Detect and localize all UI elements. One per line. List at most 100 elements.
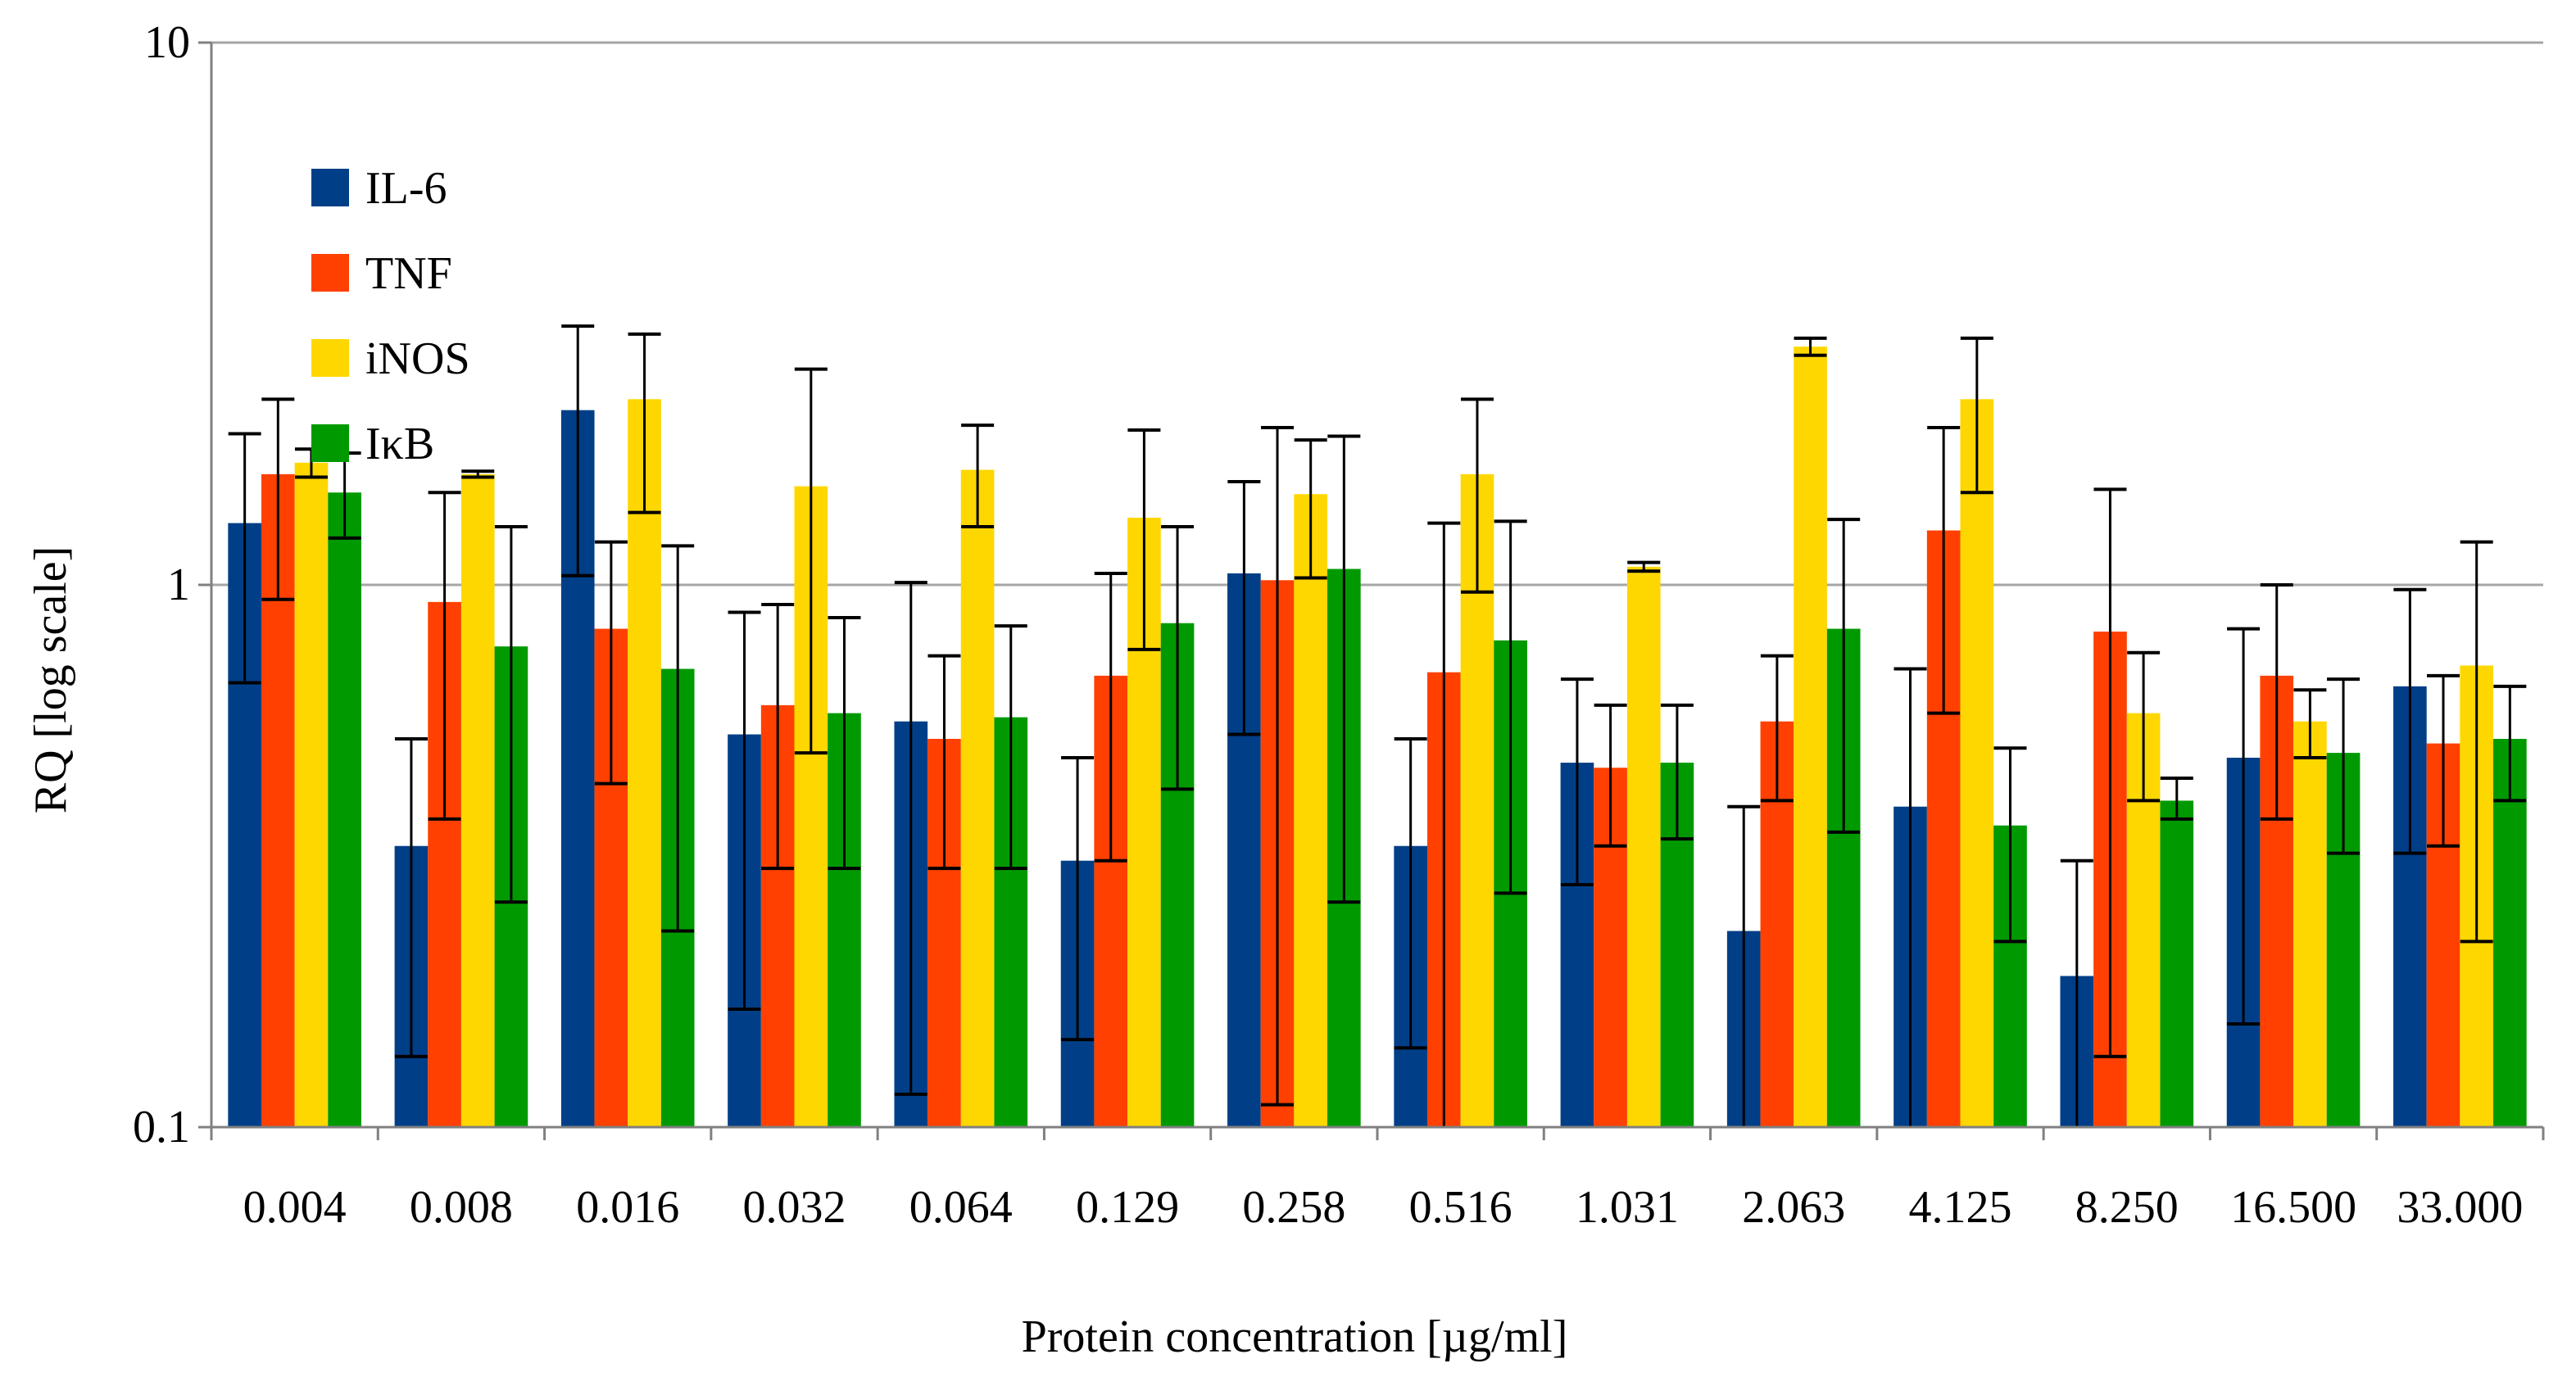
- error-bars: [228, 324, 2527, 1127]
- error-bar-ib-0.064: [994, 624, 1027, 871]
- error-bar-inos-16.500: [2293, 688, 2327, 760]
- x-tick-label-4.125: 4.125: [1909, 1182, 2012, 1233]
- x-tick-label-0.016: 0.016: [576, 1182, 679, 1233]
- x-tick-label-0.516: 0.516: [1409, 1182, 1512, 1233]
- error-bar-ib-1.031: [1660, 703, 1694, 841]
- error-bar-inos-0.016: [628, 332, 661, 514]
- legend-swatch-il6: [311, 169, 349, 206]
- bar-ib-0.004: [328, 492, 361, 1127]
- x-tick-label-1.031: 1.031: [1576, 1182, 1679, 1233]
- error-bar-ib-0.008: [494, 525, 528, 904]
- legend-swatch-ikb: [311, 424, 349, 462]
- error-bar-inos-0.129: [1127, 428, 1161, 651]
- bar-inos-4.125: [1960, 399, 1994, 1128]
- error-bar-inos-2.063: [1794, 336, 1827, 357]
- bar-inos-0.258: [1294, 494, 1328, 1127]
- y-tick-label-1: 1: [167, 559, 190, 610]
- error-bar-tnf-4.125: [1927, 425, 1961, 715]
- bar-inos-0.004: [294, 462, 329, 1127]
- error-bar-il6-0.016: [561, 324, 595, 578]
- legend-label-ikb: IκB: [365, 419, 434, 469]
- y-tick-label-0.1: 0.1: [133, 1102, 190, 1153]
- x-tick-label-0.004: 0.004: [243, 1182, 347, 1233]
- error-bar-tnf-0.032: [761, 602, 795, 871]
- error-bar-tnf-2.063: [1760, 654, 1794, 803]
- error-bar-tnf-0.004: [261, 397, 295, 601]
- error-bar-inos-0.008: [461, 469, 495, 479]
- x-tick-label-0.258: 0.258: [1242, 1182, 1345, 1233]
- bar-ib-8.250: [2160, 800, 2194, 1127]
- x-tick-label-33.000: 33.000: [2397, 1182, 2523, 1233]
- y-axis-title: RQ [log scale]: [25, 546, 76, 814]
- axes: [198, 41, 2545, 1140]
- error-bar-tnf-0.258: [1261, 425, 1295, 1107]
- error-bar-inos-33.000: [2460, 540, 2493, 944]
- x-tick-label-16.500: 16.500: [2230, 1182, 2356, 1233]
- error-bar-ib-0.129: [1161, 525, 1195, 791]
- error-bar-tnf-0.129: [1094, 571, 1127, 863]
- gridlines: [211, 41, 2543, 587]
- legend-label-il6: IL-6: [365, 163, 447, 214]
- error-bar-inos-4.125: [1960, 336, 1993, 495]
- error-bar-tnf-0.008: [428, 491, 461, 821]
- error-bar-ib-8.250: [2160, 777, 2193, 821]
- x-tick-label-0.032: 0.032: [743, 1182, 846, 1233]
- bar-inos-1.031: [1626, 566, 1661, 1127]
- bars: [228, 346, 2527, 1128]
- x-tick-label-0.064: 0.064: [909, 1182, 1013, 1233]
- error-bar-il6-0.008: [394, 737, 428, 1058]
- error-bar-il6-4.125: [1893, 667, 1927, 1127]
- error-bar-inos-0.064: [961, 424, 995, 529]
- error-bar-il6-0.004: [228, 432, 261, 685]
- error-bar-tnf-16.500: [2260, 583, 2293, 821]
- error-bar-il6-0.258: [1227, 480, 1261, 736]
- error-bar-tnf-0.516: [1427, 521, 1461, 1127]
- error-bar-il6-0.064: [894, 581, 927, 1096]
- bar-inos-16.500: [2293, 721, 2327, 1127]
- error-bar-inos-1.031: [1627, 560, 1661, 573]
- error-bar-il6-16.500: [2227, 627, 2261, 1026]
- legend-label-tnf: TNF: [365, 248, 452, 299]
- x-axis-title: Protein concentration [µg/ml]: [1022, 1311, 1568, 1362]
- bar-inos-0.008: [460, 473, 495, 1127]
- error-bar-ib-0.516: [1494, 519, 1527, 895]
- error-bar-il6-33.000: [2393, 587, 2427, 855]
- legend: IL-6 TNF iNOS IκB: [311, 163, 470, 469]
- error-bar-il6-8.250: [2060, 858, 2093, 1127]
- x-tick-label-0.008: 0.008: [410, 1182, 513, 1233]
- bar-inos-2.063: [1794, 346, 1827, 1127]
- bar-inos-0.016: [628, 399, 661, 1128]
- x-tick-label-8.250: 8.250: [2075, 1182, 2179, 1233]
- x-tick-label-2.063: 2.063: [1742, 1182, 1845, 1233]
- legend-swatch-inos: [311, 339, 349, 377]
- bar-ib-33.000: [2493, 739, 2527, 1127]
- x-tick-label-0.129: 0.129: [1076, 1182, 1179, 1233]
- error-bar-il6-1.031: [1560, 677, 1594, 886]
- bar-inos-0.064: [960, 469, 995, 1127]
- error-bar-ib-0.032: [828, 616, 861, 871]
- error-bar-inos-0.032: [794, 367, 828, 755]
- x-tick-labels: 0.004 0.008 0.016 0.032 0.064 0.129 0.258 0.516…: [243, 1182, 2524, 1233]
- error-bar-inos-8.250: [2127, 650, 2161, 803]
- error-bar-ib-0.258: [1327, 434, 1361, 904]
- error-bar-il6-0.032: [728, 610, 761, 1012]
- error-bar-il6-2.063: [1727, 804, 1761, 1127]
- error-bar-il6-0.516: [1394, 737, 1427, 1050]
- error-bar-ib-2.063: [1827, 518, 1861, 834]
- error-bar-tnf-8.250: [2093, 487, 2127, 1058]
- y-tick-labels: 0.1 1 10: [133, 17, 190, 1153]
- error-bar-ib-16.500: [2327, 677, 2361, 855]
- error-bar-tnf-33.000: [2427, 673, 2460, 848]
- legend-swatch-tnf: [311, 254, 349, 292]
- error-bar-ib-0.016: [661, 544, 695, 933]
- error-bar-inos-0.258: [1294, 438, 1327, 580]
- error-bar-il6-0.129: [1061, 756, 1095, 1042]
- error-bar-tnf-1.031: [1594, 703, 1627, 848]
- error-bar-ib-4.125: [1993, 746, 2027, 944]
- legend-label-inos: iNOS: [365, 333, 470, 384]
- y-tick-label-10: 10: [144, 17, 190, 68]
- error-bar-ib-33.000: [2493, 684, 2527, 803]
- error-bar-tnf-0.016: [594, 540, 628, 786]
- error-bar-tnf-0.064: [927, 654, 961, 871]
